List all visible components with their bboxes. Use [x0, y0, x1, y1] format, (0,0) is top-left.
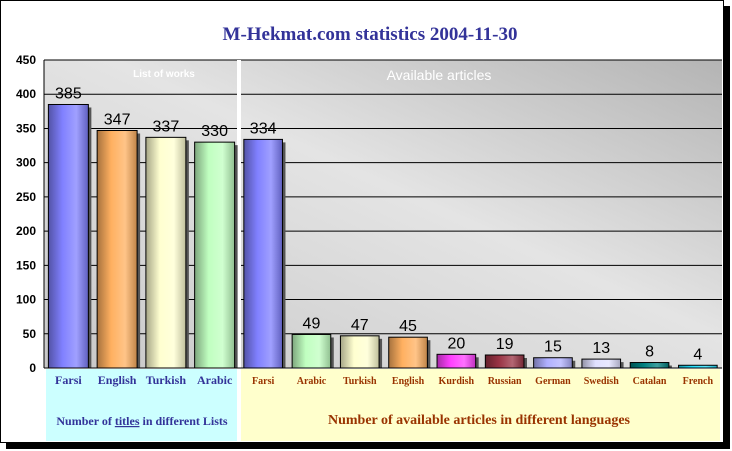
panel-title-available-articles: Available articles [387, 67, 492, 83]
panel-separator [237, 60, 241, 442]
y-tick-label: 100 [16, 293, 36, 307]
footer-available-articles: Number of available articles in differen… [328, 413, 631, 428]
category-label-arabic: Arabic [197, 373, 233, 387]
right-category-strip [241, 369, 720, 441]
bar-catalan [629, 362, 670, 369]
footer-part-titles: titles [115, 414, 140, 428]
bar-english [388, 336, 428, 369]
data-label: 334 [250, 120, 277, 137]
y-tick-label: 350 [16, 121, 36, 135]
category-label-german: German [535, 376, 571, 387]
data-label: 385 [55, 85, 82, 102]
category-label-arabic: Arabic [297, 376, 327, 387]
bar-arabic [194, 141, 236, 369]
category-label-turkish: Turkish [146, 373, 187, 387]
data-label: 347 [104, 111, 131, 128]
bar-german [533, 357, 573, 369]
footer-part-1: Number of [56, 414, 114, 428]
bar-arabic [291, 333, 332, 369]
y-tick-label: 250 [16, 190, 36, 204]
category-label-turkish: Turkish [343, 376, 377, 387]
left-category-strip [46, 369, 237, 441]
y-tick-label: 150 [16, 258, 36, 272]
data-label: 47 [351, 317, 369, 334]
category-label-french: French [683, 376, 714, 387]
bar-english [96, 129, 138, 369]
chart-title: M-Hekmat.com statistics 2004-11-30 [223, 24, 518, 45]
y-tick-label: 50 [23, 327, 37, 341]
footer-titles-lists: Number of titles in different Lists [56, 414, 228, 428]
bar-series: 385 Farsi 347 English 337 Turkish 330 Arabic 334… [47, 85, 718, 387]
bar-farsi [243, 138, 283, 369]
footer-part-3: in different Lists [139, 414, 227, 428]
panel-titles: List of works Available articles [133, 67, 491, 83]
bar-turkish [339, 335, 380, 369]
category-label-english: English [392, 376, 425, 387]
data-label: 4 [693, 346, 702, 363]
y-tick-label: 450 [16, 53, 36, 67]
y-tick-label: 300 [16, 156, 36, 170]
panel-title-list-of-works: List of works [133, 69, 195, 80]
plot-area: 0 50 100 150 200 250 300 350 400 450 385 Farsi 347 En… [16, 53, 722, 442]
category-label-swedish: Swedish [584, 376, 619, 387]
data-label: 20 [447, 335, 465, 352]
data-label: 49 [303, 315, 321, 332]
data-label: 13 [592, 340, 610, 357]
category-label-farsi: Farsi [55, 373, 82, 387]
category-label-russian: Russian [488, 376, 522, 387]
bar-farsi [47, 103, 89, 369]
bar-swedish [581, 358, 622, 369]
bar-kurdish [436, 353, 477, 369]
category-label-catalan: Catalan [633, 376, 667, 387]
data-label: 330 [201, 123, 228, 140]
y-tick-label: 0 [29, 361, 36, 375]
bar-turkish [145, 136, 187, 369]
data-label: 337 [153, 118, 180, 135]
bar-russian [484, 354, 525, 369]
category-label-english: English [98, 373, 137, 387]
data-label: 45 [399, 318, 417, 335]
data-label: 8 [645, 344, 654, 361]
panel-footers: Number of titles in different Lists Numb… [56, 413, 630, 428]
category-label-farsi: Farsi [252, 376, 274, 387]
y-tick-label: 200 [16, 224, 36, 238]
category-label-kurdish: Kurdish [439, 376, 475, 387]
data-label: 19 [496, 336, 514, 353]
data-label: 15 [544, 339, 562, 356]
y-tick-label: 400 [16, 87, 36, 101]
